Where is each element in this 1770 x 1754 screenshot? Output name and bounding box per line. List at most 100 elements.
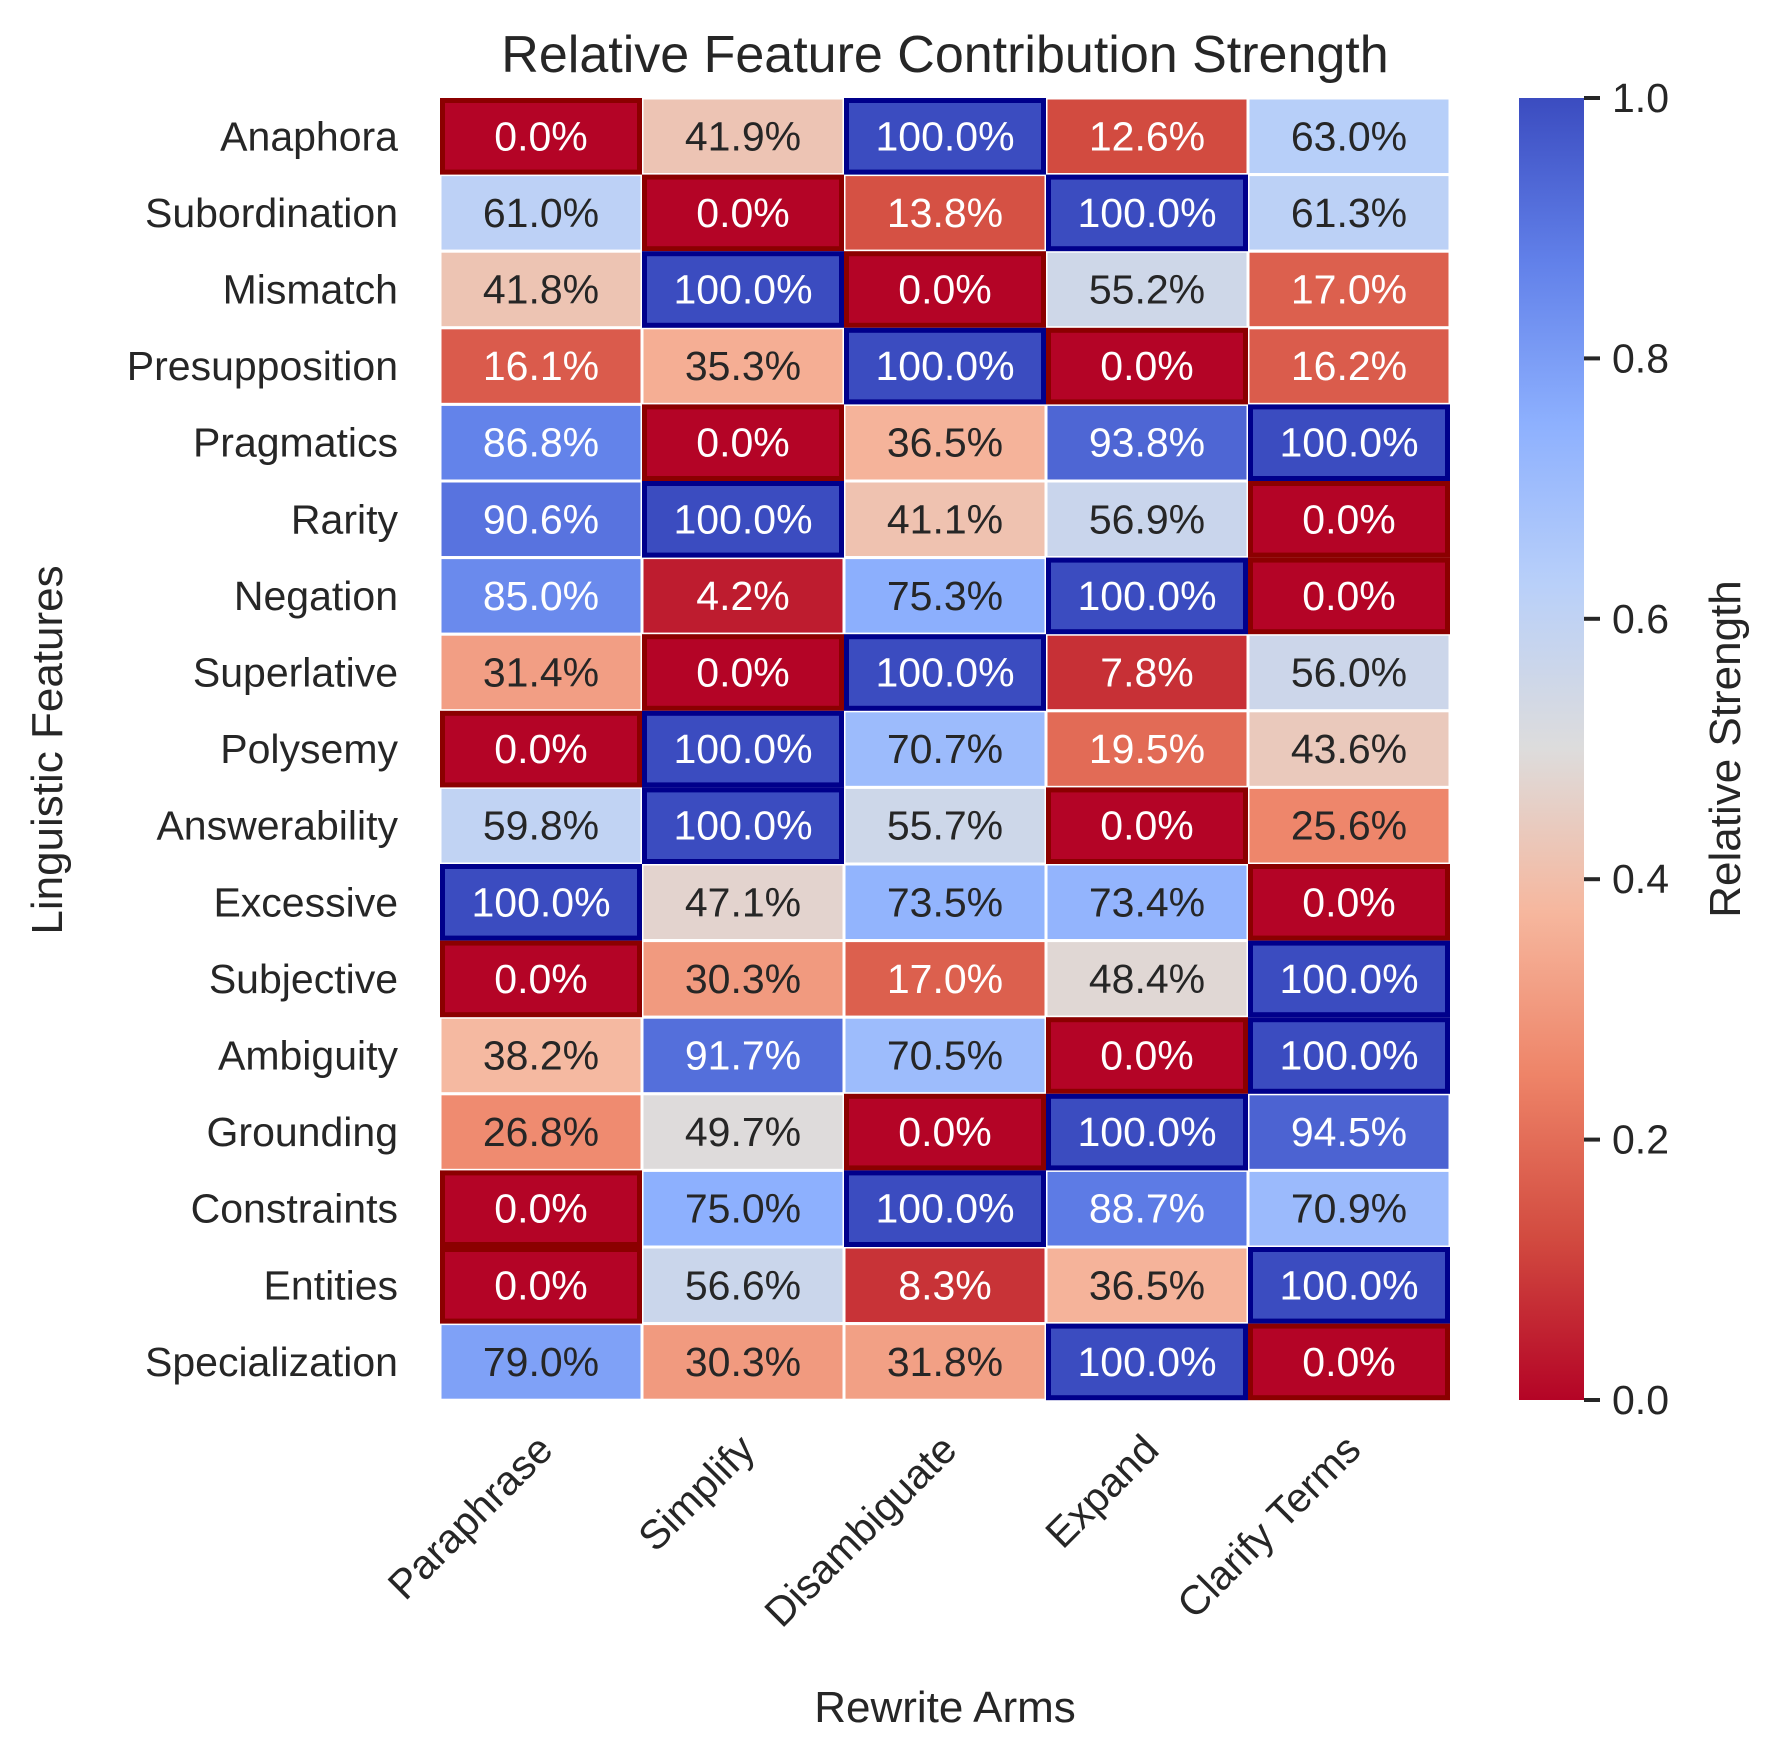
cell-value-label: 16.1% xyxy=(483,343,599,389)
heatmap-cell xyxy=(438,785,644,866)
cell-value-label: 93.8% xyxy=(1089,420,1205,466)
heatmap-cell xyxy=(842,785,1048,866)
cell-value-label: 59.8% xyxy=(483,803,599,849)
cell-value-label: 47.1% xyxy=(685,879,801,925)
heatmap-cell xyxy=(842,862,1048,943)
heatmap-cell xyxy=(640,709,846,789)
cell-value-label: 0.0% xyxy=(696,420,789,466)
heatmap-cell xyxy=(1044,939,1250,1019)
colorbar-gradient xyxy=(1519,98,1584,1400)
cell-value-label: 100.0% xyxy=(875,1186,1014,1232)
cell-extreme-outline xyxy=(642,787,844,865)
cell-value-label: 90.6% xyxy=(483,496,599,542)
cell-value-label: 0.0% xyxy=(1100,343,1193,389)
cell-value-label: 100.0% xyxy=(1077,1339,1216,1385)
cell-value-label: 61.3% xyxy=(1291,190,1407,236)
y-tick-label: Specialization xyxy=(145,1339,398,1385)
heatmap-cells: 0.0% 41.9% 100.0% 12.6% 63.0% 61.0% 0.0% 13.8% 1… xyxy=(438,96,1452,1402)
cell-value-label: 91.7% xyxy=(685,1033,801,1079)
cell-value-label: 75.0% xyxy=(685,1186,801,1232)
cell-extreme-outline xyxy=(844,251,1046,328)
cell-value-label: 56.6% xyxy=(685,1262,801,1308)
x-tick-label: Simplify xyxy=(629,1425,763,1559)
cell-value-label: 0.0% xyxy=(1100,803,1193,849)
cell-value-label: 79.0% xyxy=(483,1339,599,1385)
colorbar-tick-label: 0.4 xyxy=(1612,856,1669,902)
colorbar-ticks: 0.0 0.2 0.4 0.6 0.8 1.0 xyxy=(1584,75,1669,1423)
heatmap-cell xyxy=(1044,326,1250,406)
cell-value-label: 100.0% xyxy=(875,650,1014,696)
cell-value-label: 36.5% xyxy=(1089,1262,1205,1308)
heatmap-cell xyxy=(438,1015,644,1096)
cell-extreme-outline xyxy=(642,710,844,788)
cell-value-label: 73.5% xyxy=(887,879,1003,925)
cell-value-label: 31.8% xyxy=(887,1339,1003,1385)
cell-value-label: 0.0% xyxy=(494,956,587,1002)
cell-extreme-outline xyxy=(440,940,642,1018)
cell-value-label: 49.7% xyxy=(685,1109,801,1155)
cell-extreme-outline xyxy=(642,634,844,711)
cell-value-label: 48.4% xyxy=(1089,956,1205,1002)
cell-value-label: 26.8% xyxy=(483,1109,599,1155)
cell-value-label: 86.8% xyxy=(483,420,599,466)
cell-extreme-outline xyxy=(1248,1323,1450,1401)
cell-value-label: 100.0% xyxy=(1077,190,1216,236)
cell-value-label: 100.0% xyxy=(1279,420,1418,466)
cell-extreme-outline xyxy=(844,327,1046,405)
y-tick-label: Subordination xyxy=(145,190,398,236)
cell-value-label: 31.4% xyxy=(483,650,599,696)
y-axis-label: Linguistic Features xyxy=(23,565,72,934)
cell-value-label: 25.6% xyxy=(1291,803,1407,849)
cell-value-label: 100.0% xyxy=(1077,573,1216,619)
cell-value-label: 63.0% xyxy=(1291,113,1407,159)
cell-extreme-outline xyxy=(642,174,844,252)
y-tick-label: Constraints xyxy=(191,1186,398,1232)
heatmap-cell xyxy=(1044,862,1250,943)
chart-title: Relative Feature Contribution Strength xyxy=(501,26,1388,84)
cell-value-label: 88.7% xyxy=(1089,1186,1205,1232)
cell-value-label: 0.0% xyxy=(1302,1339,1395,1385)
cell-value-label: 75.3% xyxy=(887,573,1003,619)
cell-extreme-outline xyxy=(1046,174,1248,252)
heatmap-cell xyxy=(438,556,644,636)
colorbar-tick-label: 1.0 xyxy=(1612,75,1669,121)
y-tick-label: Rarity xyxy=(291,496,399,542)
cell-value-label: 70.5% xyxy=(887,1033,1003,1079)
cell-value-label: 100.0% xyxy=(1279,1262,1418,1308)
heatmap-cell xyxy=(1044,785,1250,866)
cell-value-label: 100.0% xyxy=(875,343,1014,389)
cell-extreme-outline xyxy=(844,1170,1046,1248)
heatmap-cell xyxy=(1246,173,1452,253)
cell-extreme-outline xyxy=(1248,404,1450,481)
cell-value-label: 94.5% xyxy=(1291,1109,1407,1155)
cell-value-label: 70.9% xyxy=(1291,1186,1407,1232)
cell-value-label: 100.0% xyxy=(1279,956,1418,1002)
cell-value-label: 17.0% xyxy=(1291,267,1407,313)
cell-value-label: 13.8% xyxy=(887,190,1003,236)
cell-extreme-outline xyxy=(642,481,844,558)
cell-value-label: 30.3% xyxy=(685,1339,801,1385)
cell-value-label: 100.0% xyxy=(875,113,1014,159)
cell-value-label: 100.0% xyxy=(471,879,610,925)
y-tick-label: Anaphora xyxy=(220,113,398,159)
y-tick-label: Mismatch xyxy=(223,267,398,313)
y-tick-label: Polysemy xyxy=(220,726,398,772)
cell-value-label: 0.0% xyxy=(1100,1033,1193,1079)
y-tick-label: Entities xyxy=(264,1262,398,1308)
cell-extreme-outline xyxy=(642,404,844,481)
x-tick-label: Disambiguate xyxy=(756,1426,966,1636)
cell-value-label: 100.0% xyxy=(673,496,812,542)
cell-value-label: 73.4% xyxy=(1089,879,1205,925)
x-tick-label: Expand xyxy=(1037,1426,1168,1557)
heatmap-cell xyxy=(1044,479,1250,560)
cell-value-label: 43.6% xyxy=(1291,726,1407,772)
cell-extreme-outline xyxy=(1248,940,1450,1018)
cell-extreme-outline xyxy=(440,1170,642,1248)
cell-extreme-outline xyxy=(1046,1323,1248,1401)
cell-value-label: 41.8% xyxy=(483,267,599,313)
heatmap-cell xyxy=(438,1322,644,1402)
cell-value-label: 100.0% xyxy=(1279,1033,1418,1079)
heatmap-cell xyxy=(842,1092,1048,1172)
cell-value-label: 17.0% xyxy=(887,956,1003,1002)
cell-extreme-outline xyxy=(1046,327,1248,405)
